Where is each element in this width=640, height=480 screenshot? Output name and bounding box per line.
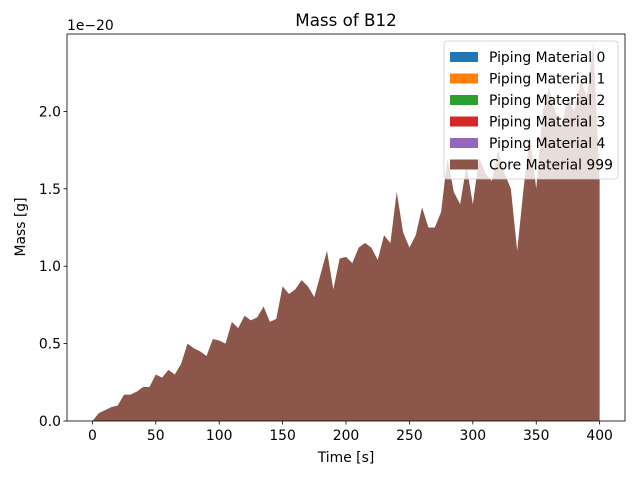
legend-swatch	[450, 52, 478, 62]
legend-label: Piping Material 3	[489, 115, 605, 131]
y-axis-label: Mass [g]	[13, 197, 29, 256]
chart-title: Mass of B12	[295, 10, 396, 30]
x-tick-label: 250	[396, 428, 423, 444]
legend-label: Piping Material 0	[489, 50, 605, 66]
x-tick-label: 300	[460, 428, 487, 444]
y-offset-label: 1e−20	[67, 18, 114, 34]
legend-label: Piping Material 2	[489, 93, 605, 109]
y-tick-label: 1.5	[39, 182, 61, 198]
area	[92, 41, 600, 422]
legend-box	[443, 40, 619, 180]
y-tick-label: 2.0	[39, 104, 61, 120]
legend-swatch	[450, 95, 478, 105]
y-tick-label: 0.0	[39, 414, 61, 430]
legend-label: Piping Material 1	[489, 72, 605, 88]
x-tick-label: 350	[523, 428, 550, 444]
x-tick-label: 150	[269, 428, 296, 444]
x-tick-label: 200	[333, 428, 360, 444]
legend-swatch	[450, 159, 478, 170]
x-tick-label: 0	[88, 428, 97, 444]
legend-swatch	[450, 116, 478, 127]
legend-label: Piping Material 4	[489, 136, 605, 152]
y-tick-label: 0.5	[39, 337, 61, 353]
x-axis-label: Time [s]	[317, 450, 375, 466]
legend-swatch	[450, 73, 478, 84]
x-tick-label: 400	[586, 428, 613, 444]
x-tick-label: 50	[147, 428, 165, 444]
legend-label: Core Material 999	[489, 158, 613, 174]
y-tick-label: 1.0	[39, 259, 61, 275]
legend-swatch	[450, 138, 478, 148]
x-tick-label: 100	[206, 428, 233, 444]
